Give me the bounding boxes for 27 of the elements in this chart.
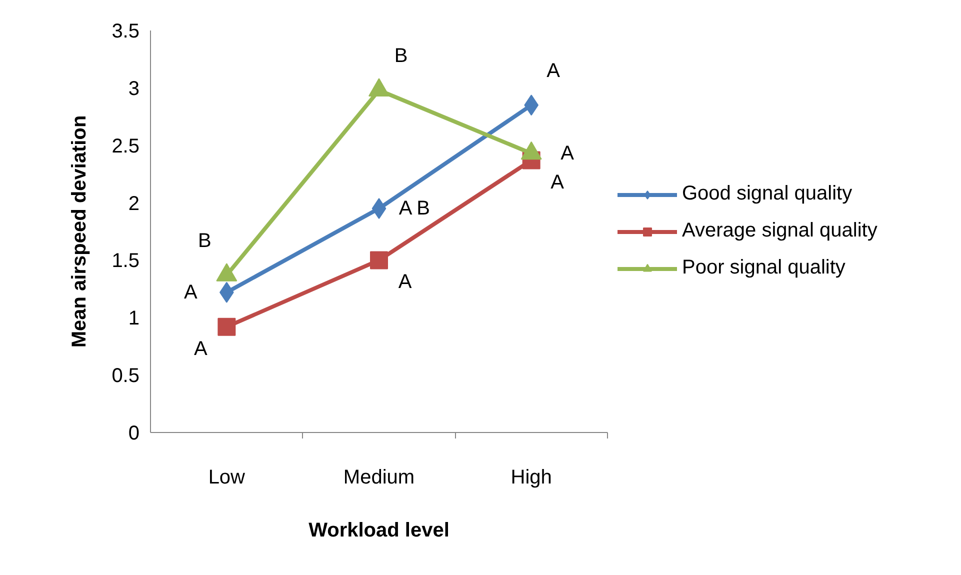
point: [218, 318, 236, 336]
y-tick-label: 1: [128, 308, 140, 330]
x-axis-title: Workload level: [308, 520, 450, 542]
legend-label: Good signal quality: [682, 182, 852, 206]
annotation: A: [550, 171, 565, 194]
y-tick-label: 1.5: [112, 250, 140, 272]
y-tick-label: 0.5: [112, 365, 140, 388]
x-tick-label: High: [510, 466, 552, 488]
annotation: A: [398, 271, 412, 294]
annotation: A: [546, 60, 561, 82]
annotation: A: [184, 281, 198, 304]
point: [370, 251, 388, 270]
y-axis-title: Mean airspeed deviation: [68, 115, 91, 348]
legend-label: Average signal quality: [682, 220, 878, 242]
y-tick-label: 2: [128, 192, 140, 215]
annotation: B: [394, 45, 408, 68]
x-tick-label: Low: [208, 466, 246, 488]
annotation: B: [198, 230, 212, 252]
x-tick-label: Medium: [343, 466, 415, 488]
annotation: A: [560, 142, 575, 164]
y-tick-label: 3.5: [112, 20, 140, 42]
annotation: A B: [398, 198, 430, 220]
annotation: A: [194, 338, 208, 360]
y-tick-label: 2.5: [112, 135, 140, 158]
legend-label: Poor signal quality: [682, 256, 846, 280]
y-tick-label: 3: [128, 78, 140, 100]
y-tick-label: 0: [128, 422, 140, 444]
